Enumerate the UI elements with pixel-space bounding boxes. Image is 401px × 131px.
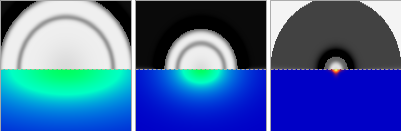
Bar	[0, 0, 131, 131]
Bar	[266, 0, 270, 131]
Bar	[270, 0, 401, 131]
Bar	[131, 0, 135, 131]
Bar	[135, 0, 266, 131]
